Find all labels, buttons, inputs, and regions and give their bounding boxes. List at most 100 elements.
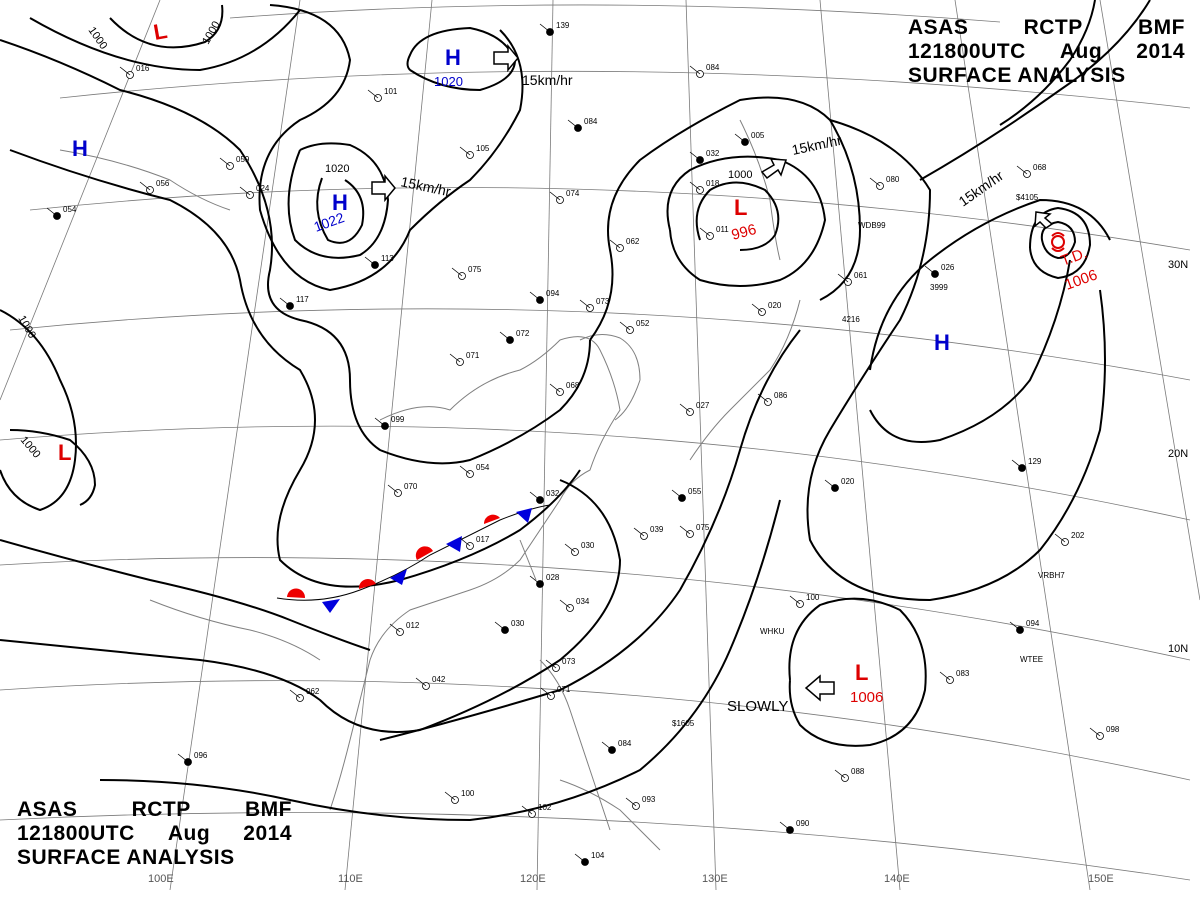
- pressure-value: 1020: [434, 74, 463, 89]
- station-pressure: 105: [476, 144, 490, 153]
- station-pressure: 068: [566, 381, 580, 390]
- low-pressure-symbol: L: [58, 440, 71, 465]
- wind-barb-icon: [789, 595, 801, 605]
- station-plot: 086: [757, 391, 788, 406]
- valid-time: 121800UTC: [908, 40, 1026, 63]
- station-pressure: 080: [886, 175, 900, 184]
- station-pressure: 054: [476, 463, 490, 472]
- station-plot: 093: [625, 795, 656, 810]
- station-pressure: 073: [596, 297, 610, 306]
- wind-barb-icon: [177, 753, 189, 763]
- station-plot: 202: [1054, 531, 1085, 546]
- station-pressure: 032: [546, 489, 560, 498]
- station-plot: 017: [459, 535, 490, 550]
- ship-id: WTEE: [1020, 655, 1043, 664]
- high-pressure-symbol: H: [332, 190, 348, 215]
- wind-barb-icon: [539, 23, 551, 33]
- wind-barb-icon: [779, 821, 791, 831]
- station-plot: 104: [574, 851, 605, 866]
- wind-barb-icon: [139, 181, 151, 191]
- station-pressure: 083: [956, 669, 970, 678]
- station-pressure: 075: [468, 265, 482, 274]
- station-plot: 084: [601, 739, 632, 754]
- warm-front-lobe: [415, 546, 433, 560]
- station-plot: 024: [239, 184, 270, 199]
- wind-barb-icon: [564, 543, 576, 553]
- station-plot: 075: [679, 523, 710, 538]
- station-pressure: 054: [63, 205, 77, 214]
- ship-id: $4105: [1016, 193, 1039, 202]
- station-plot: 094: [1009, 619, 1040, 634]
- motion-arrow-icon: [804, 674, 835, 702]
- motion-arrows: [371, 43, 1054, 702]
- ship-id: $1605: [672, 719, 695, 728]
- office-code: BMF: [1138, 16, 1185, 39]
- lon-label: 110E: [338, 873, 363, 885]
- station-plot: 020: [824, 477, 855, 492]
- chart-title: SURFACE ANALYSIS: [17, 846, 235, 869]
- pressure-value: 1006: [850, 689, 883, 706]
- station-plot: 139: [539, 21, 570, 36]
- station-plot: 020: [751, 301, 782, 316]
- wind-barb-icon: [451, 267, 463, 277]
- station-plot: 083: [939, 669, 970, 684]
- station-plot: 005: [734, 131, 765, 146]
- motion-arrow-icon: [371, 173, 396, 203]
- station-pressure: 032: [706, 149, 720, 158]
- station-plot: 129: [1011, 457, 1042, 472]
- wind-barb-icon: [834, 769, 846, 779]
- station-plot: 105: [459, 144, 490, 159]
- station-pressure: 093: [642, 795, 656, 804]
- station-plot: 117: [279, 295, 309, 310]
- station-pressure: 024: [256, 184, 270, 193]
- station-plot: 061: [837, 271, 868, 286]
- wind-barb-icon: [494, 621, 506, 631]
- ship-id: WHKU: [760, 627, 785, 636]
- high-pressure-symbol: H: [445, 45, 461, 70]
- station-pressure: 113: [381, 254, 394, 263]
- station-plot: 012: [389, 621, 420, 636]
- station-plot: 072: [499, 329, 530, 344]
- station-pressure: 020: [768, 301, 782, 310]
- station-plot: 084: [567, 117, 598, 132]
- station-pressure: 086: [774, 391, 788, 400]
- station-pressure: 074: [566, 189, 580, 198]
- station-plot: 054: [46, 205, 77, 220]
- station-plot: 016: [119, 64, 150, 79]
- stationary-front: [276, 504, 551, 613]
- wind-barb-icon: [459, 537, 471, 547]
- isobars: [0, 0, 1151, 822]
- station-pressure: 094: [546, 289, 560, 298]
- motion-arrow-icon: [1034, 211, 1054, 229]
- wind-barb-icon: [364, 256, 376, 266]
- wind-barb-icon: [689, 65, 701, 75]
- station-plot: 068: [1016, 163, 1047, 178]
- tropical-depression-icon: [1051, 232, 1065, 252]
- wind-barb-icon: [239, 186, 251, 196]
- wind-barb-icon: [279, 297, 291, 307]
- station-pressure: 039: [650, 525, 664, 534]
- wind-barb-icon: [499, 331, 511, 341]
- station-plot: 096: [177, 751, 208, 766]
- station-plot: 030: [564, 541, 595, 556]
- station-pressure: 056: [156, 179, 170, 188]
- cold-front-barb: [516, 508, 532, 523]
- station-plot: 099: [374, 415, 405, 430]
- isobar-label: 1000: [728, 169, 752, 181]
- station-pressure: 016: [136, 64, 150, 73]
- station-pressure: 027: [696, 401, 710, 410]
- station-plot: 032: [689, 149, 720, 164]
- lon-label: 130E: [702, 873, 728, 885]
- lat-label: 20N: [1168, 448, 1188, 460]
- station-pressure: 028: [546, 573, 560, 582]
- ship-id: VRBH7: [1038, 571, 1065, 580]
- wind-barb-icon: [529, 491, 541, 501]
- wind-barb-icon: [374, 417, 386, 427]
- station-plot: 080: [869, 175, 900, 190]
- wind-barb-icon: [529, 291, 541, 301]
- station-pressure: 071: [466, 351, 480, 360]
- station-pressure: 090: [796, 819, 810, 828]
- station-plot: 054: [459, 463, 490, 478]
- station-pressure: 102: [538, 803, 552, 812]
- wind-barb-icon: [679, 403, 691, 413]
